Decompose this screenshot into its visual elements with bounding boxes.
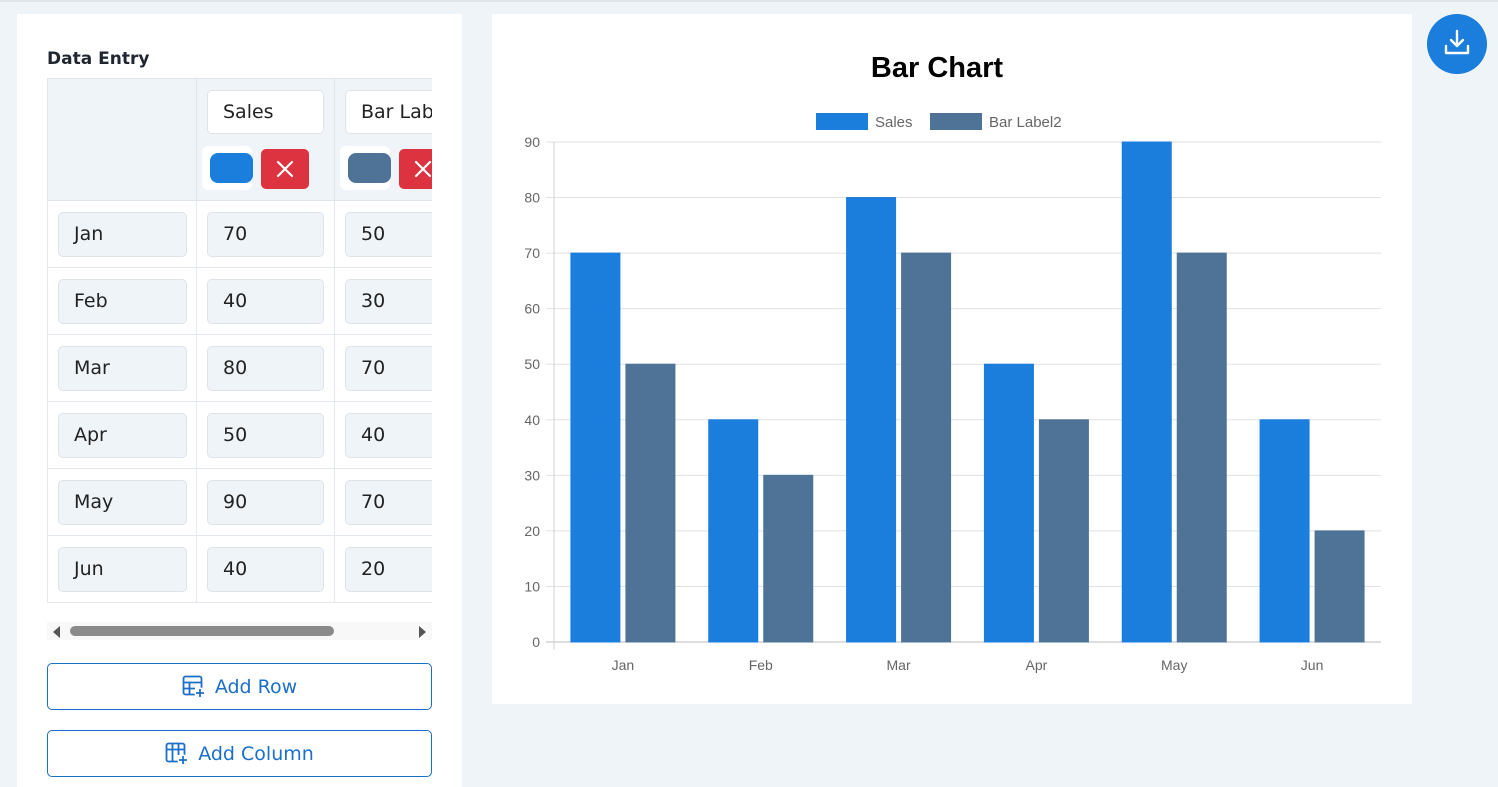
chart-card: Bar Chart 0 10 20 30 40 50 60 70 80 90 Jan Feb Mar Ap… (492, 14, 1412, 704)
bar-jan (570, 252, 621, 643)
x-tick-label: Mar (887, 657, 911, 673)
legend-swatch (816, 113, 868, 130)
bar-apr (983, 363, 1034, 643)
chart-title: Bar Chart (870, 52, 1004, 84)
table-add-row-icon (182, 675, 206, 698)
panel-title: Data Entry (47, 49, 150, 69)
table-row: Apr 50 40 (47, 402, 432, 469)
table-header-corner (47, 78, 197, 201)
value-input[interactable]: 30 (345, 279, 432, 324)
legend-label: Bar Label2 (989, 114, 1062, 131)
value-input[interactable]: 20 (345, 547, 432, 592)
value-input[interactable]: 50 (345, 212, 432, 257)
value-input[interactable]: 70 (345, 480, 432, 525)
value-input[interactable]: 70 (345, 346, 432, 391)
table-add-column-icon (165, 742, 189, 765)
scroll-left-arrow-icon[interactable] (53, 626, 60, 638)
bar-may (1121, 141, 1172, 643)
row-label-input[interactable]: Jan (58, 212, 187, 257)
legend-swatch (930, 113, 982, 130)
y-tick-label: 10 (524, 578, 540, 594)
table-row: May 90 70 (47, 469, 432, 536)
scrollbar-thumb[interactable] (70, 626, 334, 636)
color-swatch[interactable] (348, 153, 391, 183)
bar-apr (1038, 419, 1089, 643)
download-icon (1444, 29, 1470, 55)
x-tick-label: Feb (749, 657, 773, 673)
data-entry-panel: Data Entry Sales Bar Label2 (17, 14, 462, 787)
column-name-input[interactable]: Bar Label2 (345, 90, 432, 134)
bar-jan (625, 363, 676, 643)
table-row: Mar 80 70 (47, 335, 432, 402)
y-tick-label: 20 (524, 523, 540, 539)
value-input[interactable]: 90 (207, 480, 324, 525)
row-label-input[interactable]: Jun (58, 547, 187, 592)
add-column-button[interactable]: Add Column (47, 730, 432, 777)
x-tick-label: May (1161, 657, 1187, 673)
table-row: Feb 40 30 (47, 268, 432, 335)
bar-feb (708, 419, 759, 643)
value-input[interactable]: 80 (207, 346, 324, 391)
bar-mar (846, 197, 897, 643)
row-label-input[interactable]: Feb (58, 279, 187, 324)
y-tick-label: 50 (524, 356, 540, 372)
value-input[interactable]: 40 (207, 547, 324, 592)
x-tick-label: Apr (1026, 657, 1048, 673)
bar-feb (763, 474, 814, 643)
legend-label: Sales (875, 114, 913, 131)
y-tick-label: 0 (532, 634, 540, 650)
column-header: Sales (197, 78, 335, 201)
add-row-label: Add Row (214, 675, 298, 698)
download-button[interactable] (1427, 14, 1487, 74)
horizontal-scrollbar[interactable] (47, 622, 432, 640)
bar-may (1176, 252, 1227, 643)
y-tick-label: 70 (524, 245, 540, 261)
y-tick-label: 80 (524, 190, 540, 206)
color-swatch[interactable] (210, 153, 253, 183)
delete-column-button[interactable] (261, 149, 309, 189)
close-icon (414, 160, 432, 178)
row-label-input[interactable]: May (58, 480, 187, 525)
bar-jun (1314, 530, 1365, 643)
bar-jun (1259, 419, 1310, 643)
column-name-input[interactable]: Sales (207, 90, 324, 134)
value-input[interactable]: 50 (207, 413, 324, 458)
delete-column-button[interactable] (399, 149, 432, 189)
y-tick-label: 40 (524, 412, 540, 428)
value-input[interactable]: 70 (207, 212, 324, 257)
table-row: Jun 40 20 (47, 536, 432, 603)
add-column-label: Add Column (198, 742, 314, 765)
table-row: Jan 70 50 (47, 201, 432, 268)
close-icon (276, 160, 294, 178)
y-tick-label: 30 (524, 467, 540, 483)
row-label-input[interactable]: Mar (58, 346, 187, 391)
bar-chart: 0 10 20 30 40 50 60 70 80 90 Jan Feb Mar Apr May Jun Sal… (524, 113, 1381, 673)
y-tick-label: 90 (524, 134, 540, 150)
add-row-button[interactable]: Add Row (47, 663, 432, 710)
row-label-input[interactable]: Apr (58, 413, 187, 458)
y-tick-label: 60 (524, 301, 540, 317)
scroll-right-arrow-icon[interactable] (419, 626, 426, 638)
color-picker[interactable] (202, 146, 253, 190)
value-input[interactable]: 40 (345, 413, 432, 458)
x-tick-label: Jan (612, 657, 635, 673)
data-table: Sales Bar Label2 Jan 70 (47, 78, 432, 603)
column-header: Bar Label2 (335, 78, 432, 201)
color-picker[interactable] (340, 146, 391, 190)
value-input[interactable]: 40 (207, 279, 324, 324)
x-tick-label: Jun (1301, 657, 1324, 673)
bar-mar (901, 252, 952, 643)
